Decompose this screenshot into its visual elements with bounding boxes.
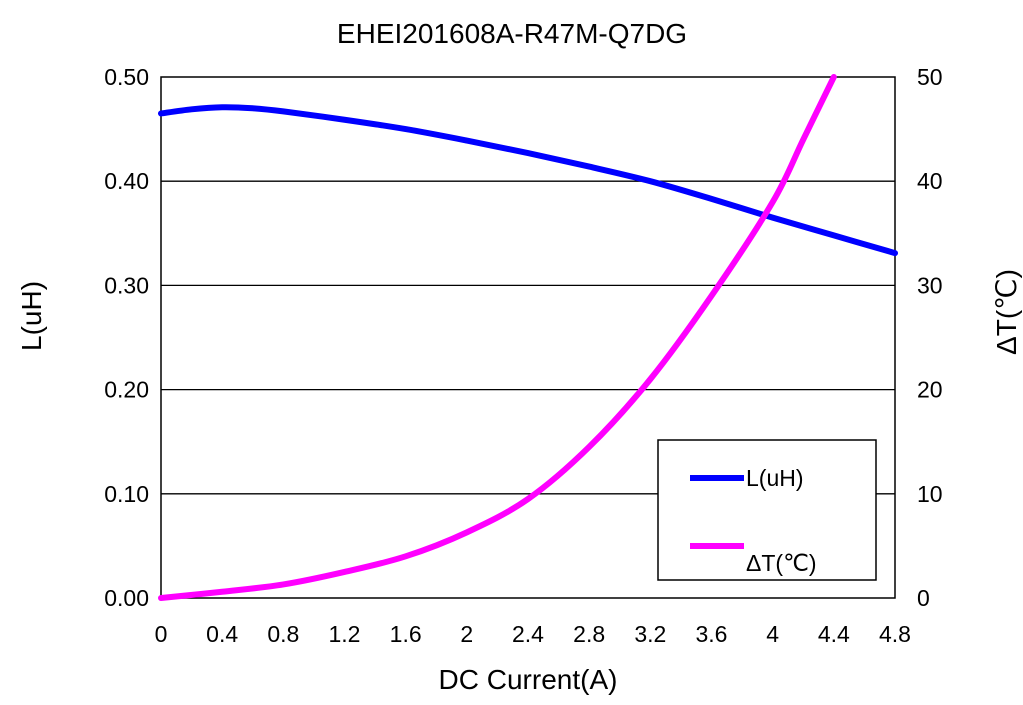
y-tick-label: 0.40 xyxy=(104,168,149,194)
y-axis-title: L(uH) xyxy=(16,281,47,351)
x-tick-label: 4.8 xyxy=(879,621,911,647)
chart-title: EHEI201608A-R47M-Q7DG xyxy=(337,18,687,49)
y2-axis-ticks: 0 10 20 30 40 50 xyxy=(917,64,943,611)
series-lines xyxy=(158,74,898,601)
legend-box xyxy=(657,439,877,581)
x-tick-label: 2.8 xyxy=(573,621,605,647)
legend: L(uH) ΔT(℃) xyxy=(657,439,877,581)
x-tick-label: 3.2 xyxy=(634,621,666,647)
legend-label-inductance: L(uH) xyxy=(746,465,804,491)
y-tick-label: 0.00 xyxy=(104,585,149,611)
x-tick-label: 0.4 xyxy=(206,621,238,647)
y2-tick-label: 50 xyxy=(917,64,943,90)
x-tick-label: 2.4 xyxy=(512,621,544,647)
x-axis-title: DC Current(A) xyxy=(439,664,618,695)
legend-label-temperature-rise: ΔT(℃) xyxy=(746,550,817,576)
x-tick-label: 3.6 xyxy=(696,621,728,647)
y-tick-label: 0.30 xyxy=(104,272,149,298)
y-tick-label: 0.50 xyxy=(104,64,149,90)
y2-tick-label: 20 xyxy=(917,377,943,403)
plot-frame xyxy=(160,76,896,599)
x-tick-label: 1.2 xyxy=(329,621,361,647)
x-tick-label: 4 xyxy=(766,621,779,647)
y2-tick-label: 40 xyxy=(917,168,943,194)
y-tick-label: 0.20 xyxy=(104,377,149,403)
x-tick-label: 2 xyxy=(460,621,473,647)
y2-tick-label: 10 xyxy=(917,481,943,507)
x-tick-label: 0.8 xyxy=(267,621,299,647)
y-tick-label: 0.10 xyxy=(104,481,149,507)
series-line-temperature-rise xyxy=(158,74,837,601)
x-tick-label: 0 xyxy=(155,621,168,647)
x-tick-label: 4.4 xyxy=(818,621,850,647)
y-axis-ticks: 0.00 0.10 0.20 0.30 0.40 0.50 xyxy=(104,64,149,611)
x-axis-ticks: 0 0.4 0.8 1.2 1.6 2 2.4 2.8 3.2 3.6 4 4.4 4.8 xyxy=(155,621,911,647)
y2-tick-label: 0 xyxy=(917,585,930,611)
y2-axis-title: ΔT(℃) xyxy=(991,269,1022,355)
x-tick-label: 1.6 xyxy=(390,621,422,647)
y2-tick-label: 30 xyxy=(917,272,943,298)
series-line-inductance xyxy=(158,104,898,257)
